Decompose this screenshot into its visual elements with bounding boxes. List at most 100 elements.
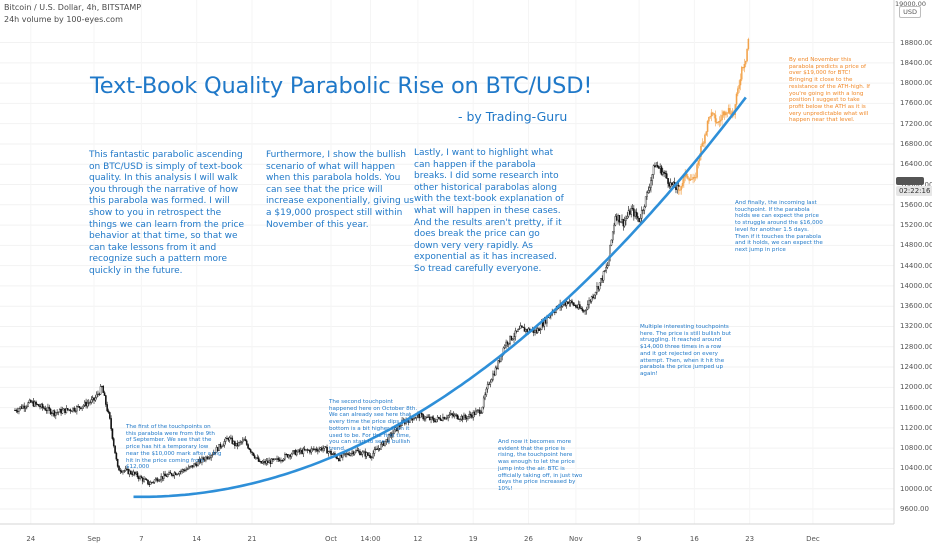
candle-body bbox=[193, 463, 195, 468]
candle-body bbox=[586, 304, 589, 310]
candle-body bbox=[53, 410, 56, 416]
candle-body bbox=[346, 453, 348, 455]
candle-body bbox=[522, 326, 525, 328]
candle-body bbox=[469, 414, 472, 416]
projected-candle-body bbox=[719, 119, 722, 122]
projected-candle-body bbox=[717, 122, 719, 124]
candle-body bbox=[446, 417, 448, 419]
candle-body bbox=[166, 474, 169, 477]
candle-body bbox=[465, 417, 468, 420]
time-tick-label: Sep bbox=[87, 535, 101, 543]
candle-body bbox=[170, 473, 173, 476]
candle-body bbox=[289, 454, 291, 457]
candle-body bbox=[451, 413, 453, 415]
currency-badge[interactable]: USD bbox=[899, 6, 921, 18]
candle-body bbox=[134, 471, 136, 475]
time-tick-label: 24 bbox=[26, 535, 36, 543]
candle-body bbox=[518, 328, 521, 330]
candle-body bbox=[57, 411, 60, 413]
candle-body bbox=[95, 394, 98, 398]
candle-body bbox=[640, 210, 643, 219]
candle-body bbox=[668, 183, 671, 187]
candle-body bbox=[156, 478, 159, 482]
candle-body bbox=[448, 414, 451, 416]
projection-note-november: By end November this parabola predicts a… bbox=[789, 57, 870, 124]
candle-body bbox=[665, 173, 668, 179]
candle-body bbox=[484, 394, 486, 399]
time-tick-label: 12 bbox=[413, 535, 423, 543]
candle-body bbox=[264, 461, 266, 464]
candle-body bbox=[20, 406, 23, 409]
candle-body bbox=[426, 416, 428, 418]
projected-candle-body bbox=[716, 122, 718, 124]
candle-body bbox=[162, 473, 165, 479]
candle-body bbox=[486, 384, 489, 390]
candle-body bbox=[230, 437, 232, 439]
candle-body bbox=[61, 409, 64, 414]
candle-body bbox=[597, 286, 600, 290]
volume-indicator-line[interactable]: 24h volume by 100-eyes.com bbox=[4, 15, 123, 24]
candle-body bbox=[49, 408, 52, 414]
candle-body bbox=[87, 402, 90, 404]
candle-body bbox=[74, 410, 77, 412]
candle-body bbox=[506, 341, 509, 345]
projected-candle-body bbox=[739, 79, 742, 86]
candle-body bbox=[232, 441, 235, 444]
candle-body bbox=[614, 216, 617, 226]
candle-body bbox=[292, 450, 294, 455]
time-tick-label: Nov bbox=[569, 535, 583, 543]
candle-body bbox=[539, 329, 542, 331]
candle-body bbox=[476, 410, 478, 412]
candle-body bbox=[235, 442, 238, 446]
candle-body bbox=[513, 336, 515, 340]
candle-body bbox=[303, 448, 306, 451]
candle-body bbox=[393, 429, 396, 434]
candle-body bbox=[421, 413, 423, 415]
candle-body bbox=[40, 404, 43, 408]
candle-body bbox=[311, 448, 314, 450]
candle-body bbox=[481, 406, 484, 414]
candle-body bbox=[62, 408, 65, 411]
candle-body bbox=[575, 304, 577, 308]
candle-body bbox=[15, 409, 18, 412]
time-tick-label: 21 bbox=[247, 535, 257, 543]
symbol-line[interactable]: Bitcoin / U.S. Dollar, 4h, BITSTAMP bbox=[4, 3, 142, 12]
projected-candle-body bbox=[741, 67, 743, 80]
candle-body bbox=[526, 329, 528, 332]
candle-body bbox=[650, 180, 652, 188]
candle-body bbox=[593, 294, 596, 299]
candle-body bbox=[111, 428, 114, 439]
candle-body bbox=[227, 438, 230, 441]
candle-body bbox=[361, 451, 364, 455]
candle-body bbox=[91, 397, 94, 400]
candle-body bbox=[594, 292, 597, 296]
candle-body bbox=[457, 418, 460, 420]
candle-body bbox=[114, 445, 116, 454]
candle-body bbox=[273, 458, 276, 460]
candle-body bbox=[69, 409, 72, 412]
candle-body bbox=[629, 210, 631, 215]
projected-candle-body bbox=[722, 111, 725, 116]
candle-body bbox=[231, 437, 234, 444]
candle-body bbox=[317, 450, 319, 452]
candle-body bbox=[610, 239, 613, 246]
price-tick-label: 18400.00 bbox=[900, 58, 932, 67]
candle-body bbox=[305, 449, 307, 451]
candle-body bbox=[515, 330, 518, 332]
projected-candle-body bbox=[743, 63, 746, 69]
candle-body bbox=[48, 406, 51, 410]
candle-body bbox=[604, 270, 606, 272]
candle-body bbox=[322, 448, 324, 451]
candle-body bbox=[201, 457, 203, 463]
projected-candle-body bbox=[714, 114, 717, 123]
candle-body bbox=[439, 417, 442, 421]
candle-body bbox=[141, 477, 144, 482]
candle-body bbox=[654, 165, 656, 168]
candle-body bbox=[621, 218, 623, 223]
candle-body bbox=[365, 452, 368, 457]
candle-body bbox=[80, 407, 82, 409]
candle-body bbox=[116, 458, 119, 467]
candle-body bbox=[238, 442, 240, 446]
candle-body bbox=[600, 278, 602, 283]
